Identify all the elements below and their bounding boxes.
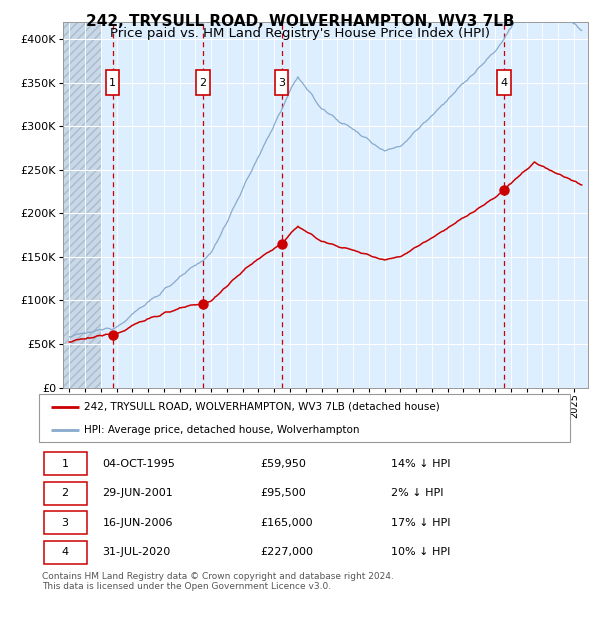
Text: Price paid vs. HM Land Registry's House Price Index (HPI): Price paid vs. HM Land Registry's House …: [110, 27, 490, 40]
Text: 04-OCT-1995: 04-OCT-1995: [103, 459, 175, 469]
Text: 16-JUN-2006: 16-JUN-2006: [103, 518, 173, 528]
FancyBboxPatch shape: [275, 71, 288, 95]
Text: 3: 3: [62, 518, 68, 528]
FancyBboxPatch shape: [106, 71, 119, 95]
Text: 31-JUL-2020: 31-JUL-2020: [103, 547, 170, 557]
Text: 2: 2: [62, 488, 68, 498]
Text: 29-JUN-2001: 29-JUN-2001: [103, 488, 173, 498]
FancyBboxPatch shape: [40, 394, 569, 442]
Text: 2: 2: [200, 78, 207, 87]
Text: 242, TRYSULL ROAD, WOLVERHAMPTON, WV3 7LB (detached house): 242, TRYSULL ROAD, WOLVERHAMPTON, WV3 7L…: [84, 402, 440, 412]
FancyBboxPatch shape: [44, 512, 86, 534]
Text: 4: 4: [500, 78, 508, 87]
FancyBboxPatch shape: [44, 482, 86, 505]
FancyBboxPatch shape: [497, 71, 511, 95]
Text: 14% ↓ HPI: 14% ↓ HPI: [391, 459, 451, 469]
Text: £59,950: £59,950: [260, 459, 306, 469]
Text: £95,500: £95,500: [260, 488, 305, 498]
Text: Contains HM Land Registry data © Crown copyright and database right 2024.
This d: Contains HM Land Registry data © Crown c…: [42, 572, 394, 591]
Text: 1: 1: [109, 78, 116, 87]
Text: 3: 3: [278, 78, 285, 87]
Text: 10% ↓ HPI: 10% ↓ HPI: [391, 547, 451, 557]
Text: 2% ↓ HPI: 2% ↓ HPI: [391, 488, 443, 498]
Text: 1: 1: [62, 459, 68, 469]
Text: 4: 4: [62, 547, 68, 557]
Text: £165,000: £165,000: [260, 518, 313, 528]
FancyBboxPatch shape: [44, 541, 86, 564]
Text: 17% ↓ HPI: 17% ↓ HPI: [391, 518, 451, 528]
Bar: [63, 22, 101, 387]
Text: £227,000: £227,000: [260, 547, 313, 557]
FancyBboxPatch shape: [196, 71, 210, 95]
Text: HPI: Average price, detached house, Wolverhampton: HPI: Average price, detached house, Wolv…: [84, 425, 359, 435]
Text: 242, TRYSULL ROAD, WOLVERHAMPTON, WV3 7LB: 242, TRYSULL ROAD, WOLVERHAMPTON, WV3 7L…: [86, 14, 514, 29]
FancyBboxPatch shape: [44, 452, 86, 475]
